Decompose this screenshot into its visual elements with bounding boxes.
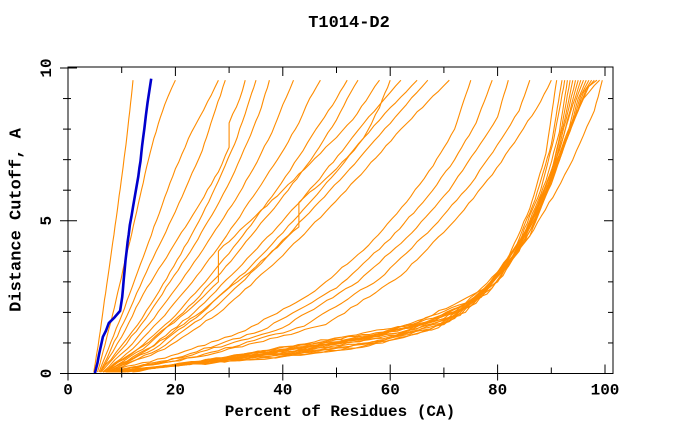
prediction-15 bbox=[106, 79, 418, 373]
prediction-02 bbox=[96, 79, 176, 373]
prediction-08 bbox=[102, 79, 295, 373]
prediction-35 bbox=[121, 79, 593, 373]
prediction-03 bbox=[98, 79, 219, 373]
y-tick-label: 0 bbox=[38, 369, 56, 379]
prediction-22 bbox=[110, 79, 552, 373]
prediction-39 bbox=[132, 80, 603, 373]
prediction-01 bbox=[93, 80, 134, 373]
prediction-06 bbox=[99, 80, 257, 373]
x-tick-label: 80 bbox=[488, 382, 507, 400]
prediction-30 bbox=[113, 80, 579, 373]
prediction-10 bbox=[105, 79, 348, 373]
prediction-11 bbox=[105, 79, 359, 373]
prediction-16 bbox=[108, 79, 429, 373]
prediction-23 bbox=[102, 80, 558, 373]
x-tick-label: 100 bbox=[591, 382, 620, 400]
x-tick-label: 40 bbox=[273, 382, 292, 400]
curves-layer bbox=[93, 78, 603, 373]
prediction-07 bbox=[100, 80, 270, 373]
x-tick-label: 60 bbox=[381, 382, 400, 400]
x-tick-label: 20 bbox=[166, 382, 185, 400]
prediction-34 bbox=[118, 79, 590, 373]
prediction-09 bbox=[102, 79, 321, 373]
axes-layer: 0 20 40 60 80 100 0 5 10 bbox=[38, 58, 619, 399]
prediction-13 bbox=[105, 80, 391, 373]
x-tick-label: 0 bbox=[63, 382, 73, 400]
prediction-12 bbox=[102, 79, 380, 373]
prediction-17 bbox=[108, 79, 450, 373]
prediction-19 bbox=[105, 80, 493, 373]
chart-title: T1014-D2 bbox=[308, 14, 390, 33]
prediction-14 bbox=[105, 79, 402, 373]
prediction-04 bbox=[99, 80, 226, 373]
prediction-24 bbox=[105, 80, 563, 373]
x-axis-title: Percent of Residues (CA) bbox=[224, 403, 456, 421]
prediction-18 bbox=[105, 80, 472, 373]
y-tick-label: 5 bbox=[38, 216, 56, 226]
y-tick-label: 10 bbox=[38, 58, 56, 77]
highlighted-curve bbox=[93, 78, 153, 373]
y-axis-title: Distance Cutoff, A bbox=[7, 128, 27, 312]
prediction-05 bbox=[99, 80, 246, 373]
prediction-20 bbox=[108, 80, 509, 373]
